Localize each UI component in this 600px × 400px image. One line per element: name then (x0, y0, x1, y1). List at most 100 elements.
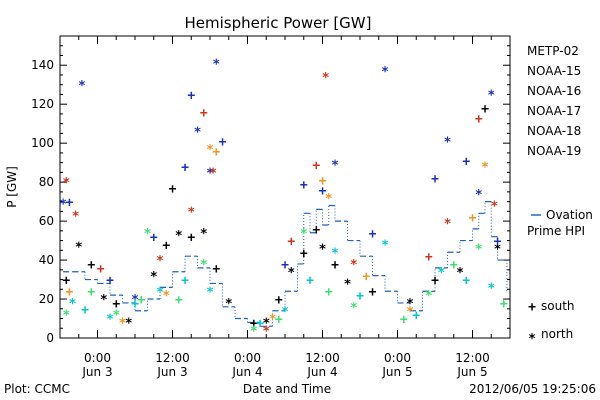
data-point: + (400, 313, 408, 328)
data-point: + (181, 161, 189, 176)
data-point: * (425, 289, 433, 304)
data-points: +*+* +*+*++* + *+*+ *+*++*+*+*+*+**+*+*+++**… (59, 57, 508, 339)
data-point: * (106, 313, 114, 328)
y-tick-label: 0 (46, 331, 54, 345)
x-tick-time: 12:00 (305, 351, 340, 365)
data-point: * (487, 281, 495, 296)
y-tick-label: 60 (39, 214, 54, 228)
data-point: * (206, 143, 214, 158)
data-point: * (494, 242, 502, 257)
data-point: * (444, 217, 452, 232)
data-point: * (444, 135, 452, 150)
data-point: * (406, 305, 414, 320)
data-point: + (462, 274, 470, 289)
data-point: + (275, 313, 283, 328)
x-axis-label: Date and Time (243, 382, 331, 396)
data-point: * (72, 209, 80, 224)
data-point: * (75, 241, 83, 256)
data-point: * (322, 71, 330, 86)
data-point: + (65, 285, 73, 300)
data-point: * (225, 297, 233, 312)
data-point: + (112, 297, 120, 312)
data-point: * (475, 242, 483, 257)
x-tick-date: Jun 3 (81, 365, 112, 379)
data-point: * (200, 227, 208, 242)
data-point: * (206, 285, 214, 300)
data-point: * (187, 205, 195, 220)
data-point: + (175, 293, 183, 308)
data-point: * (456, 266, 464, 281)
y-tick-label: 120 (31, 97, 54, 111)
x-tick-date: Jun 4 (306, 365, 337, 379)
data-point: + (275, 293, 283, 308)
data-point: * (250, 324, 258, 339)
marker-legend-symbol: + (528, 300, 536, 315)
data-point: + (162, 238, 170, 253)
y-tick-label: 100 (31, 136, 54, 150)
data-point: + (312, 223, 320, 238)
ovation-series (63, 201, 508, 327)
data-point: + (281, 258, 289, 273)
data-point: * (209, 166, 217, 181)
footer-right: 2012/06/05 19:25:06 (469, 382, 596, 396)
ovation-legend-label: Ovation (546, 208, 593, 222)
data-point: + (65, 196, 73, 211)
data-point: + (212, 145, 220, 160)
data-point: + (481, 102, 489, 117)
data-point: + (256, 316, 264, 331)
data-point: * (78, 79, 86, 94)
data-point: + (131, 297, 139, 312)
data-point: + (81, 303, 89, 318)
y-tick-label: 80 (39, 175, 54, 189)
data-point: * (344, 278, 352, 293)
data-point: + (62, 274, 70, 289)
data-point: * (119, 317, 127, 332)
data-point: * (59, 198, 67, 213)
data-point: * (206, 166, 214, 181)
data-point: * (475, 188, 483, 203)
x-tick-date: Jun 5 (456, 365, 487, 379)
data-point: * (262, 317, 270, 332)
data-point: * (325, 192, 333, 207)
data-point: * (131, 293, 139, 308)
data-point: + (319, 174, 327, 189)
data-point: * (194, 126, 202, 141)
data-point: + (319, 184, 327, 199)
marker-legend-label: north (541, 327, 573, 341)
data-point: + (450, 258, 458, 273)
legend-entry: NOAA-18 (527, 124, 581, 138)
y-tick-label: 40 (39, 253, 54, 267)
data-point: * (150, 270, 158, 285)
x-tick-date: Jun 3 (156, 365, 187, 379)
data-point: + (300, 246, 308, 261)
data-point: + (331, 258, 339, 273)
data-point: + (431, 172, 439, 187)
data-point: + (287, 235, 295, 250)
data-point: + (469, 211, 477, 226)
data-point: + (187, 231, 195, 246)
legend-entry: NOAA-19 (527, 144, 581, 158)
data-point: + (150, 231, 158, 246)
data-point: + (475, 112, 483, 127)
data-point: + (181, 274, 189, 289)
data-point: * (200, 258, 208, 273)
data-point: * (331, 246, 339, 261)
x-tick-time: 12:00 (455, 351, 490, 365)
marker-legend-label: south (541, 299, 575, 313)
data-point: + (169, 182, 177, 197)
data-point: * (481, 161, 489, 176)
data-point: + (137, 293, 145, 308)
x-tick-time: 0:00 (384, 351, 411, 365)
legend-entry: NOAA-17 (527, 104, 581, 118)
data-point: * (281, 305, 289, 320)
data-point: * (156, 285, 164, 300)
data-point: + (369, 285, 377, 300)
x-tick-date: Jun 4 (231, 365, 262, 379)
data-point: * (62, 309, 70, 324)
y-tick-label: 20 (39, 292, 54, 306)
data-point: + (87, 258, 95, 273)
y-axis-label: P [GW] (5, 166, 19, 208)
data-point: + (97, 262, 105, 277)
data-point: + (137, 293, 145, 308)
